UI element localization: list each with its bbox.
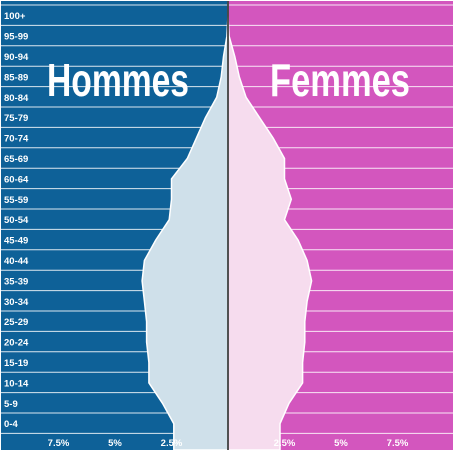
age-label: 15-19 [4,358,28,369]
x-tick-label: 2.5% [274,438,296,449]
age-label: 50-54 [4,215,29,226]
hommes-area [141,1,229,451]
age-labels: 0-4 5-9 10-14 15-19 20-24 25-29 30-34 35-39 40-4… [4,11,29,430]
age-label: 75-79 [4,113,28,124]
age-label: 40-44 [4,256,29,267]
age-label: 5-9 [4,399,18,410]
age-label: 90-94 [4,52,29,63]
age-label: 60-64 [4,174,29,185]
femmes-title: Femmes [270,54,410,106]
x-tick-label: 5% [334,438,348,449]
age-label: 45-49 [4,236,28,247]
age-label: 65-69 [4,154,28,165]
age-label: 95-99 [4,32,28,43]
age-label: 100+ [4,11,26,22]
age-label: 25-29 [4,317,28,328]
age-label: 35-39 [4,276,28,287]
age-label: 0-4 [4,419,18,430]
x-tick-label: 5% [108,438,122,449]
x-tick-label: 2.5% [161,438,183,449]
age-label: 70-74 [4,134,29,145]
hommes-title: Hommes [47,54,189,106]
x-tick-label: 7.5% [387,438,409,449]
age-label: 85-89 [4,72,28,83]
age-label: 30-34 [4,297,29,308]
femmes-area [227,1,313,451]
age-label: 80-84 [4,93,29,104]
age-label: 55-59 [4,195,28,206]
x-tick-labels: 7.5% 5% 2.5% 2.5% 5% 7.5% [48,438,409,449]
age-label: 20-24 [4,338,29,349]
age-label: 10-14 [4,378,29,389]
x-tick-label: 7.5% [48,438,70,449]
